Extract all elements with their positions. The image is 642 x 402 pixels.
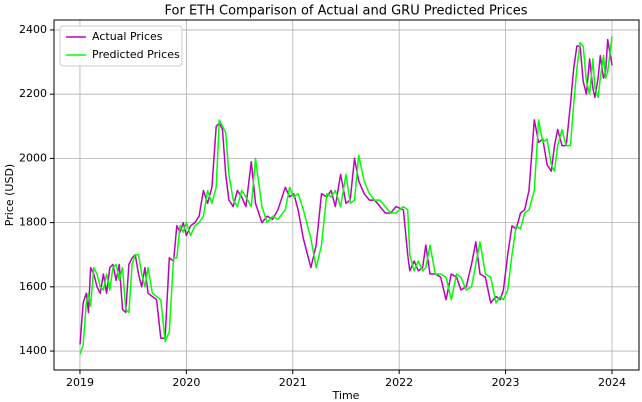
series-line	[79, 36, 613, 355]
chart-title: For ETH Comparison of Actual and GRU Pre…	[165, 4, 528, 19]
x-axis-label: Time	[332, 389, 360, 402]
x-tick-label: 2021	[279, 376, 307, 389]
x-tick-label: 2023	[492, 376, 520, 389]
x-tick-label: 2020	[172, 376, 200, 389]
y-axis-label: Price (USD)	[3, 164, 16, 226]
plot-frame	[53, 19, 640, 371]
legend-label: Predicted Prices	[92, 48, 180, 61]
y-tick-label: 2400	[19, 23, 47, 36]
y-tick-label: 1800	[19, 216, 47, 229]
y-tick-label: 1600	[19, 280, 47, 293]
y-tick-label: 2200	[19, 87, 47, 100]
y-tick-label: 1400	[19, 344, 47, 357]
x-tick-label: 2019	[66, 376, 94, 389]
legend-box	[59, 25, 183, 67]
x-tick-label: 2024	[598, 376, 626, 389]
x-tick-label: 2022	[385, 376, 413, 389]
y-tick-label: 2000	[19, 151, 47, 164]
legend-label: Actual Prices	[92, 30, 163, 43]
